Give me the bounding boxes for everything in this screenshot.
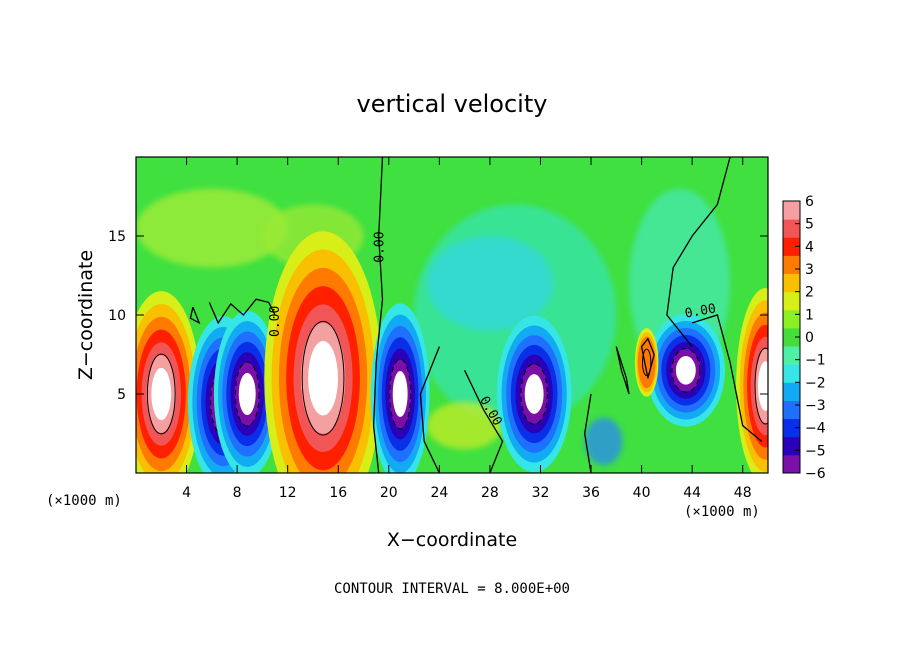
downdraft-cell-5 — [496, 315, 572, 473]
colorbar-swatch — [783, 436, 800, 456]
x-tick-label: 8 — [233, 485, 242, 501]
updraft-contour — [754, 347, 768, 425]
background-band-6 — [584, 417, 623, 466]
velocity-cells — [136, 188, 768, 473]
colorbar-tick-label: 1 — [805, 307, 814, 323]
zero-contours: 0.000.000.000.00 — [189, 157, 763, 473]
y-axis-ticks: 5 10 15 — [108, 229, 768, 403]
y-axis-label: Z−coordinate — [75, 250, 97, 380]
x-tick-label: 32 — [532, 485, 550, 501]
colorbar-tick-label: 3 — [805, 262, 814, 278]
colorbar-swatch — [783, 418, 800, 438]
x-tick-label: 40 — [633, 485, 651, 501]
zero-contour-line-1 — [419, 346, 441, 473]
x-unit-label-right: (×1000 m) — [684, 504, 760, 520]
colorbar-swatch — [783, 400, 800, 420]
downdraft-band — [392, 371, 408, 417]
colorbar-swatch — [783, 237, 800, 256]
background-band-3 — [426, 236, 554, 331]
background-band-0 — [136, 188, 288, 268]
downdraft-band — [524, 374, 544, 414]
y-tick-label: 5 — [117, 387, 126, 403]
colorbar-tick-label: 6 — [805, 194, 814, 210]
updraft-band — [151, 367, 172, 421]
zero-contour-line-2 — [464, 370, 504, 473]
x-tick-label: 12 — [279, 485, 297, 501]
colorbar-tick-label: −6 — [805, 466, 826, 482]
downdraft-cell-4 — [370, 303, 430, 473]
updraft-cell-7 — [634, 328, 659, 397]
zero-contour-line-6 — [189, 306, 201, 325]
x-tick-label: 4 — [182, 485, 191, 501]
contour-value-label: 0.00 — [268, 306, 283, 337]
updraft-cell-3 — [264, 231, 382, 473]
zero-contour-line-5 — [692, 314, 763, 442]
colorbar-tick-label: −5 — [805, 443, 826, 459]
updraft-contour — [146, 353, 176, 435]
colorbar-swatch — [783, 382, 800, 401]
background-band-5 — [426, 401, 503, 450]
contour-interval-label: CONTOUR INTERVAL = 8.000E+00 — [334, 581, 570, 597]
colorbar-swatch — [783, 346, 800, 365]
colorbar-tick-label: −3 — [805, 398, 826, 414]
zero-contour-line-3 — [584, 393, 592, 473]
updraft-cell-0 — [136, 291, 201, 473]
downdraft-contour — [520, 363, 548, 425]
velocity-field: 0.000.000.000.00 — [136, 157, 768, 473]
colorbar-tick-label: 4 — [805, 239, 814, 255]
updraft-band — [758, 361, 768, 411]
x-tick-label: 20 — [380, 485, 398, 501]
colorbar-swatch — [783, 454, 800, 474]
chart-title: vertical velocity — [357, 90, 548, 118]
zero-contour-line-0 — [372, 157, 384, 473]
updraft-band — [637, 336, 656, 389]
colorbar-swatch — [783, 327, 800, 347]
colorbar-tick-label: 5 — [805, 217, 814, 233]
y-tick-label: 10 — [108, 308, 126, 324]
colorbar: 6 5 4 3 2 1 0 −1 −2 −3 −4 −5 −6 — [782, 194, 826, 482]
downdraft-band — [675, 356, 696, 385]
colorbar-swatch — [783, 309, 800, 329]
x-axis-label: X−coordinate — [387, 529, 517, 551]
colorbar-tick-label: −2 — [805, 375, 826, 391]
x-tick-label: 48 — [734, 485, 752, 501]
colorbar-swatch — [783, 255, 800, 275]
contour-value-label: 0.00 — [373, 231, 388, 262]
colorbar-swatch — [783, 219, 800, 238]
updraft-contour — [641, 348, 652, 377]
x-tick-label: 44 — [683, 485, 701, 501]
y-tick-label: 15 — [108, 229, 126, 245]
x-unit-label-left: (×1000 m) — [46, 493, 122, 509]
downdraft-contour — [234, 361, 260, 427]
colorbar-tick-label: −4 — [805, 421, 826, 437]
x-tick-label: 36 — [582, 485, 600, 501]
colorbar-swatch — [783, 201, 800, 220]
colorbar-swatch — [783, 291, 800, 311]
colorbar-swatch — [783, 364, 800, 383]
zero-contour-line-7 — [208, 298, 276, 325]
zero-contour-line-9 — [640, 337, 655, 379]
colorbar-tick-label: 0 — [805, 330, 814, 346]
downdraft-cell-6 — [646, 313, 726, 427]
contour-value-label: 0.00 — [684, 301, 717, 321]
x-tick-label: 16 — [329, 485, 347, 501]
x-tick-label: 28 — [481, 485, 499, 501]
downdraft-contour — [389, 358, 412, 430]
colorbar-tick-label: 2 — [805, 285, 814, 301]
downdraft-cell-2 — [213, 310, 281, 473]
colorbar-swatch — [783, 273, 800, 293]
downdraft-contour — [671, 347, 701, 393]
updraft-contour — [301, 320, 345, 436]
x-axis-ticks: 4 8 12 16 20 24 28 32 36 40 44 48 — [182, 157, 752, 501]
updraft-band — [308, 340, 338, 416]
colorbar-tick-label: −1 — [805, 353, 826, 369]
zero-contour-line-8 — [615, 346, 630, 395]
downdraft-band — [238, 372, 256, 416]
x-tick-label: 24 — [430, 485, 448, 501]
zero-contour-line-4 — [666, 157, 731, 348]
